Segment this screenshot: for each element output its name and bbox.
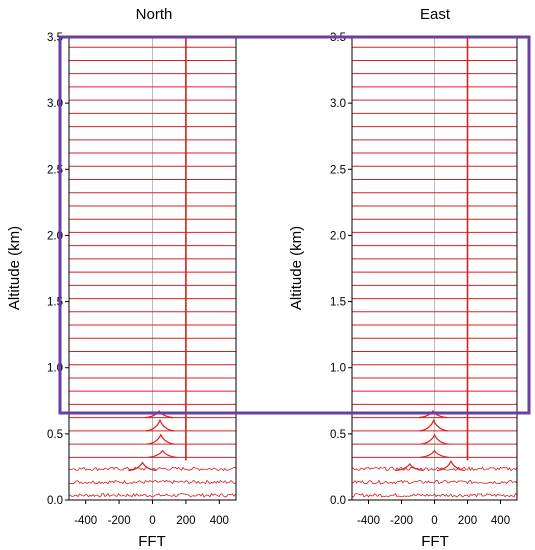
- east-x-tick-label-1: -200: [390, 515, 413, 527]
- east-peak-5: [436, 459, 466, 472]
- east-peak-4: [395, 462, 424, 472]
- north-x-ticks: -400 -200 0 200 400: [74, 500, 229, 527]
- north-peak-0: [145, 409, 174, 419]
- north-y-tick-label-1: 0.5: [47, 429, 63, 441]
- east-title: East: [420, 6, 451, 23]
- north-title: North: [136, 6, 173, 23]
- east-y-tick-label-4: 2.0: [330, 230, 346, 242]
- east-x-tick-label-4: 400: [491, 515, 510, 527]
- east-trace-0.2: [351, 466, 518, 472]
- east-trace-0.1: [352, 479, 518, 485]
- north-trace-0.1: [68, 479, 236, 485]
- east-traces: [351, 37, 518, 500]
- east-panel: East 0.00.51.01.52.02.53.03.5 -400 -200 0 2…: [288, 6, 518, 550]
- east-x-tick-label-3: 200: [458, 515, 477, 527]
- north-peak-4: [128, 461, 157, 472]
- north-trace-0.2: [68, 466, 236, 472]
- east-y-tick-label-1: 0.5: [330, 429, 346, 441]
- east-y-tick-label-2: 1.0: [330, 363, 346, 375]
- east-y-tick-label-6: 3.0: [330, 98, 346, 110]
- north-y-tick-label-0: 0.0: [47, 495, 63, 507]
- east-peak-2: [420, 433, 449, 445]
- east-x-tick-label-0: -400: [357, 515, 380, 527]
- east-peak-1: [419, 418, 448, 432]
- north-x-tick-label-0: -400: [74, 515, 97, 527]
- north-peak-2: [146, 433, 175, 445]
- east-trace-0: [351, 492, 518, 498]
- highlight-box: [58, 35, 531, 415]
- north-x-tick-label-3: 200: [176, 515, 195, 527]
- east-peak-3: [420, 449, 449, 458]
- north-peak-3: [148, 449, 177, 458]
- north-x-axis-label: FFT: [138, 533, 166, 550]
- east-y-tick-label-5: 2.5: [330, 164, 346, 176]
- east-x-ticks: -400 -200 0 200 400: [357, 500, 510, 527]
- north-x-tick-label-4: 400: [210, 515, 229, 527]
- east-x-tick-label-2: 0: [431, 515, 437, 527]
- east-y-axis-label: Altitude (km): [288, 226, 305, 310]
- east-y-ticks: 0.00.51.01.52.02.53.03.5: [330, 32, 352, 507]
- east-peak-0: [418, 409, 447, 419]
- north-x-tick-label-1: -200: [108, 515, 131, 527]
- east-x-axis-label: FFT: [421, 533, 449, 550]
- east-y-tick-label-0: 0.0: [330, 495, 346, 507]
- north-panel: North 0.00.51.01.52.02.53.03.5 -400 -200 0…: [6, 6, 237, 550]
- north-y-axis-label: Altitude (km): [6, 226, 23, 310]
- north-y-ticks: 0.00.51.01.52.02.53.03.5: [47, 32, 69, 507]
- north-x-tick-label-2: 0: [149, 515, 155, 527]
- north-traces: [68, 37, 236, 500]
- east-y-tick-label-3: 1.5: [330, 297, 346, 309]
- north-peak-1: [145, 418, 175, 432]
- north-trace-0: [68, 492, 236, 498]
